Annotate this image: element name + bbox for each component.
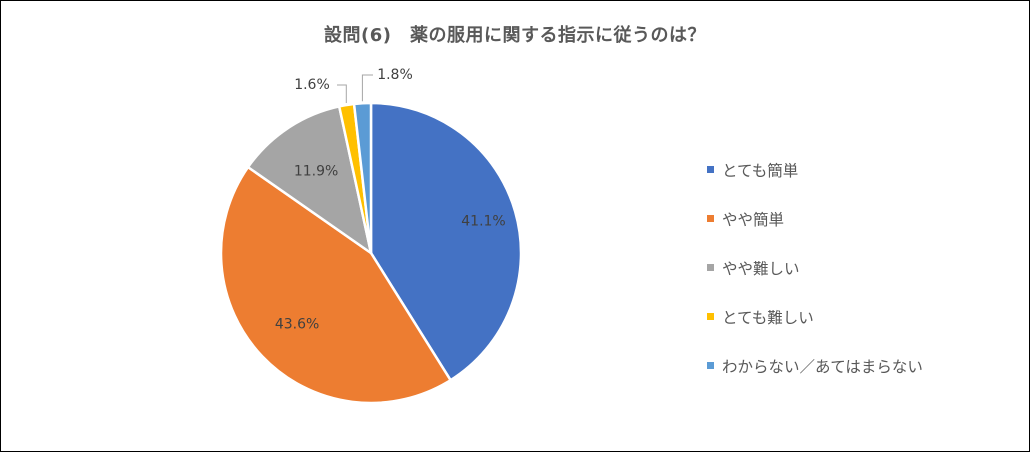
data-label-very-difficult: 1.6%: [294, 77, 330, 93]
legend-item-very-easy: とても簡単: [707, 145, 923, 194]
leader-line-unknown-not-applicable: [361, 74, 373, 102]
chart-title: 設問(6) 薬の服用に関する指示に従うのは？: [324, 25, 706, 46]
legend-label: とても難しい: [722, 308, 814, 327]
legend-swatch: [707, 362, 714, 369]
legend-label: やや難しい: [722, 259, 800, 278]
data-label-somewhat-difficult: 11.9%: [294, 164, 338, 180]
legend-swatch: [707, 166, 714, 173]
legend-label: わからない／あてはまらない: [722, 357, 923, 376]
legend-item-unknown-not-applicable: わからない／あてはまらない: [707, 341, 923, 390]
legend-swatch: [707, 264, 714, 271]
pie-slice-somewhat-difficult: [246, 105, 373, 255]
pie-slice-somewhat-easy: [219, 165, 452, 405]
legend-swatch: [707, 313, 714, 320]
data-label-somewhat-easy: 43.6%: [275, 316, 319, 332]
data-label-very-easy: 41.1%: [461, 214, 505, 230]
leader-line-very-difficult: [337, 84, 347, 103]
legend-item-very-difficult: とても難しい: [707, 292, 923, 341]
data-label-unknown-not-applicable: 1.8%: [377, 67, 413, 83]
pie-slice-unknown-not-applicable: [352, 101, 373, 255]
legend-label: とても簡単: [722, 161, 799, 180]
legend-swatch: [707, 215, 714, 222]
legend-label: やや簡単: [722, 210, 785, 229]
legend-item-somewhat-easy: やや簡単: [707, 194, 923, 243]
legend: とても簡単 やや簡単 やや難しい とても難しい わからない／あてはまらない: [707, 145, 923, 390]
legend-item-somewhat-difficult: やや難しい: [707, 243, 923, 292]
